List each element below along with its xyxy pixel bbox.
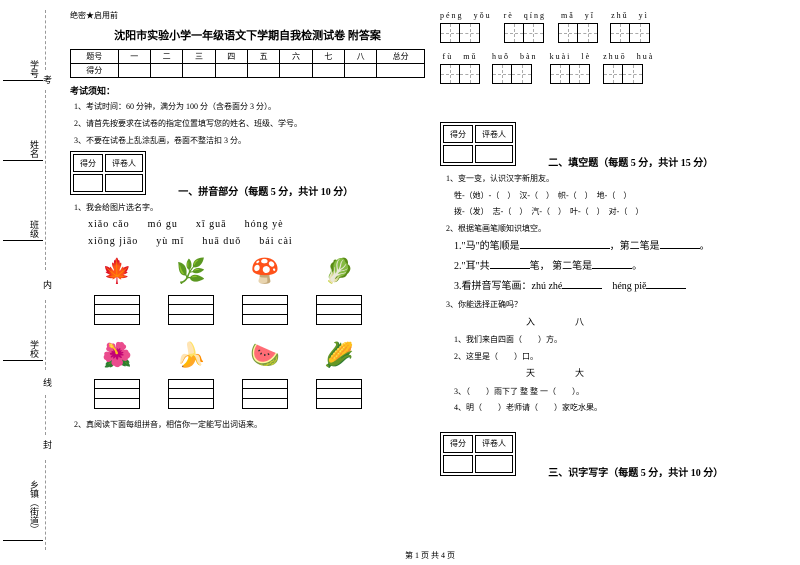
fill-q3: 3、你能选择正确吗？ — [446, 298, 795, 312]
char-grid-row-2: fù mǔ huǒ bàn kuài lè zhuō huà — [440, 51, 795, 84]
th: 题号 — [71, 50, 119, 64]
notice-heading: 考试须知： — [70, 84, 425, 97]
th: 六 — [280, 50, 312, 64]
dash-line — [45, 90, 46, 270]
side-line — [3, 160, 43, 161]
th: 四 — [215, 50, 247, 64]
section-3-title: 三、识字写字（每题 5 分，共计 10 分） — [548, 464, 723, 479]
right-column: péng yǒu rè qíng mǎ yǐ zhǔ yì fù mǔ huǒ … — [440, 10, 795, 479]
scorebox-2: 得分评卷人 — [440, 122, 516, 166]
leaf-icon: 🍁 — [94, 251, 140, 291]
th: 五 — [247, 50, 279, 64]
th: 七 — [312, 50, 344, 64]
fill-q3-opts2: 天大 — [446, 366, 795, 381]
dash-line — [45, 300, 46, 370]
dash-line — [45, 395, 46, 435]
rule-1: 1、考试时间：60 分钟，满分为 100 分（含卷面分 3 分）。 — [74, 101, 425, 114]
th: 一 — [118, 50, 150, 64]
question-1: 1、我会给图片选名字。 — [74, 202, 425, 213]
side-line — [3, 360, 43, 361]
pinyin-row-2: xiōng jiāo yù mǐ huā duǒ bái cài — [88, 236, 425, 247]
banana-icon: 🍌 — [168, 335, 214, 375]
char-grid-row-1: péng yǒu rè qíng mǎ yǐ zhǔ yì — [440, 10, 795, 43]
td: 得分 — [71, 64, 119, 78]
th: 总分 — [377, 50, 425, 64]
side-line — [3, 240, 43, 241]
flower-icon: 🌺 — [94, 335, 140, 375]
fill-q2c: 3.看拼音写笔画：zhú zhé héng piě — [454, 278, 795, 295]
th: 八 — [344, 50, 376, 64]
question-2: 2、真阅读下面每组拼音，相信你一定能写出词语来。 — [74, 419, 425, 430]
mark: 考 — [41, 75, 54, 84]
fill-q1b: 拨-（发） 志-（ ） 汽-（ ） 叶-（ ） 对-（ ） — [454, 205, 795, 219]
page-footer: 第 1 页 共 4 页 — [60, 550, 800, 561]
label-xuehao: 学号 — [28, 60, 41, 78]
side-line — [3, 80, 43, 81]
fill-q3-opts1: 入八 — [446, 315, 795, 330]
side-line — [3, 540, 43, 541]
pinyin-row-1: xiǎo cǎo mó gu xī guā hóng yè — [88, 219, 425, 230]
binding-sidebar: 学号 姓名 班级 学校 乡镇（街道） 考 内 线 封 — [0, 0, 60, 565]
fill-q3-4: 4、明（ ）老师请（ ）家吃水果。 — [454, 401, 795, 415]
label-xuexiao: 学校 — [28, 340, 41, 358]
fill-q1: 1、变一变，认识汉字新朋友。 — [446, 172, 795, 186]
answer-grid-2 — [94, 379, 425, 409]
th: 三 — [183, 50, 215, 64]
th: 二 — [150, 50, 182, 64]
fill-q3-2: 2、这里是（ ）口。 — [454, 350, 795, 364]
fill-q2b: 2."耳"共笔， 第二笔是。 — [454, 258, 795, 275]
fill-q1a: 牲-（她）-（ ） 汉-（ ） 帜-（ ） 地-（ ） — [454, 189, 795, 203]
mark: 线 — [41, 378, 54, 387]
score-table: 题号 一 二 三 四 五 六 七 八 总分 得分 — [70, 49, 425, 78]
label-xiangzhen: 乡镇（街道） — [28, 480, 41, 534]
corn-icon: 🌽 — [316, 335, 362, 375]
exam-title: 沈阳市实验小学一年级语文下学期自我检测试卷 附答案 — [70, 27, 425, 43]
mark: 内 — [41, 280, 54, 289]
label-banji: 班级 — [28, 220, 41, 238]
fill-q3-3: 3、（ ）雨下了 整 整 一（ ）。 — [454, 385, 795, 399]
rule-2: 2、请首先按要求在试卷的指定位置填写您的姓名、班级、学号。 — [74, 118, 425, 131]
left-column: 绝密★启用前 沈阳市实验小学一年级语文下学期自我检测试卷 附答案 题号 一 二 … — [70, 10, 425, 434]
fill-q2: 2、根据笔画笔顺知识填空。 — [446, 222, 795, 236]
mark: 封 — [41, 440, 54, 449]
secret-mark: 绝密★启用前 — [70, 10, 425, 21]
grass-icon: 🌿 — [168, 251, 214, 291]
answer-grid-1 — [94, 295, 425, 325]
section-2-title: 二、填空题（每题 5 分，共计 15 分） — [548, 154, 713, 169]
mushroom-icon: 🍄 — [242, 251, 288, 291]
scorebox-3: 得分评卷人 — [440, 432, 516, 476]
scorebox-1: 得分评卷人 — [70, 151, 146, 195]
rule-3: 3、不要在试卷上乱涂乱画，卷面不整洁扣 3 分。 — [74, 135, 425, 148]
main-content: 绝密★启用前 沈阳市实验小学一年级语文下学期自我检测试卷 附答案 题号 一 二 … — [60, 0, 800, 565]
label-xingming: 姓名 — [28, 140, 41, 158]
dash-line — [45, 10, 46, 70]
fill-q3-1: 1、我们来自四面（ ）方。 — [454, 333, 795, 347]
dash-line — [45, 460, 46, 550]
section-1-title: 一、拼音部分（每题 5 分，共计 10 分） — [178, 183, 353, 198]
cabbage-icon: 🥬 — [316, 251, 362, 291]
fill-q2a: 1."马"的笔顺是，第二笔是。 — [454, 238, 795, 255]
watermelon-icon: 🍉 — [242, 335, 288, 375]
image-row-2: 🌺 🍌 🍉 🌽 — [94, 335, 425, 375]
image-row-1: 🍁 🌿 🍄 🥬 — [94, 251, 425, 291]
